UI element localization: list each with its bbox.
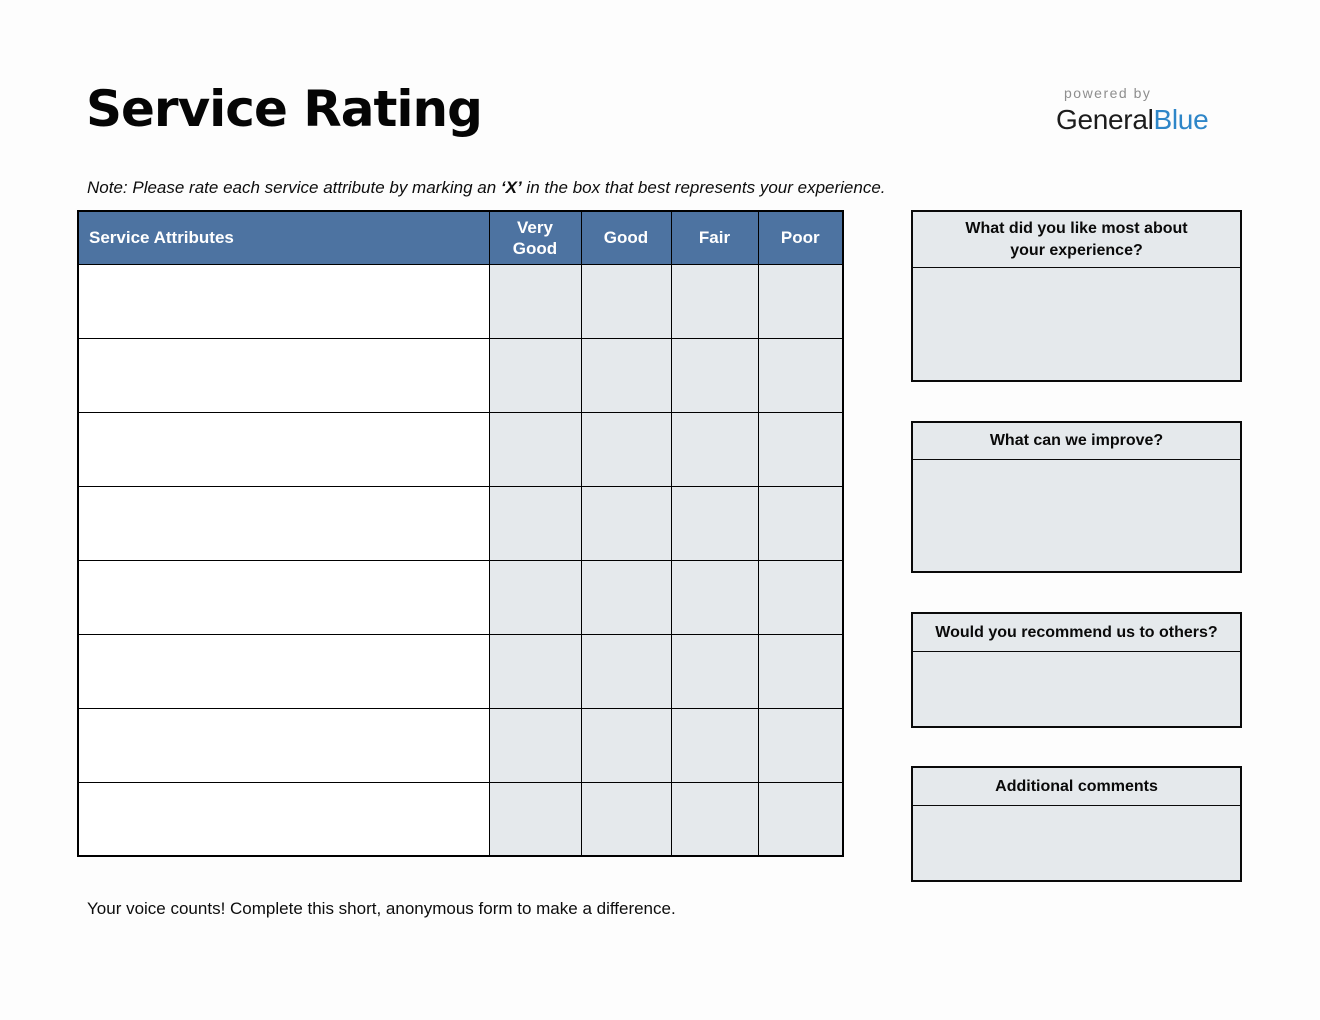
feedback-box-title: Additional comments bbox=[913, 768, 1240, 806]
feedback-box-like-most: What did you like most about your experi… bbox=[911, 210, 1242, 382]
table-row bbox=[77, 781, 844, 857]
table-row bbox=[77, 707, 844, 783]
rating-mark-cell[interactable] bbox=[757, 781, 844, 857]
brand-general-text: General bbox=[1056, 104, 1154, 135]
feedback-box-title: What can we improve? bbox=[913, 423, 1240, 460]
table-row bbox=[77, 633, 844, 709]
rating-mark-cell[interactable] bbox=[757, 633, 844, 709]
rating-mark-cell[interactable] bbox=[580, 559, 672, 635]
rating-mark-cell[interactable] bbox=[580, 633, 672, 709]
feedback-box-title: Would you recommend us to others? bbox=[913, 614, 1240, 652]
rating-mark-cell[interactable] bbox=[488, 411, 582, 487]
rating-mark-cell[interactable] bbox=[757, 485, 844, 561]
rating-mark-cell[interactable] bbox=[670, 263, 759, 339]
rating-mark-cell[interactable] bbox=[670, 781, 759, 857]
attribute-cell[interactable] bbox=[77, 263, 490, 339]
rating-mark-cell[interactable] bbox=[670, 411, 759, 487]
rating-mark-cell[interactable] bbox=[670, 707, 759, 783]
rating-mark-cell[interactable] bbox=[757, 337, 844, 413]
rating-mark-cell[interactable] bbox=[670, 559, 759, 635]
rating-mark-cell[interactable] bbox=[488, 707, 582, 783]
rating-mark-cell[interactable] bbox=[757, 559, 844, 635]
rating-mark-cell[interactable] bbox=[580, 781, 672, 857]
rating-mark-cell[interactable] bbox=[580, 337, 672, 413]
rating-mark-cell[interactable] bbox=[670, 633, 759, 709]
rating-mark-cell[interactable] bbox=[757, 707, 844, 783]
feedback-box-title: What did you like most about your experi… bbox=[913, 212, 1240, 268]
attribute-cell[interactable] bbox=[77, 633, 490, 709]
rating-mark-cell[interactable] bbox=[757, 263, 844, 339]
attribute-cell[interactable] bbox=[77, 337, 490, 413]
service-rating-table: Service Attributes Very Good Good Fair P… bbox=[77, 210, 844, 857]
attribute-cell[interactable] bbox=[77, 411, 490, 487]
rating-mark-cell[interactable] bbox=[488, 337, 582, 413]
column-header-fair: Fair bbox=[670, 210, 759, 265]
attribute-cell[interactable] bbox=[77, 707, 490, 783]
table-row bbox=[77, 559, 844, 635]
column-header-good: Good bbox=[580, 210, 672, 265]
table-row bbox=[77, 263, 844, 339]
rating-mark-cell[interactable] bbox=[757, 411, 844, 487]
instruction-note: Note: Please rate each service attribute… bbox=[87, 178, 886, 198]
column-header-poor: Poor bbox=[757, 210, 844, 265]
feedback-box-additional-comments: Additional comments bbox=[911, 766, 1242, 882]
general-blue-logo: powered by GeneralBlue bbox=[1056, 85, 1216, 136]
brand-blue-text: Blue bbox=[1153, 104, 1209, 135]
page-title: Service Rating bbox=[86, 80, 483, 138]
rating-mark-cell[interactable] bbox=[670, 485, 759, 561]
feedback-box-recommend: Would you recommend us to others? bbox=[911, 612, 1242, 728]
attribute-cell[interactable] bbox=[77, 559, 490, 635]
brand-wordmark: GeneralBlue bbox=[1056, 104, 1216, 136]
rating-mark-cell[interactable] bbox=[580, 263, 672, 339]
rating-mark-cell[interactable] bbox=[580, 707, 672, 783]
rating-mark-cell[interactable] bbox=[580, 411, 672, 487]
rating-table-body bbox=[77, 263, 844, 857]
attribute-cell[interactable] bbox=[77, 781, 490, 857]
rating-mark-cell[interactable] bbox=[488, 263, 582, 339]
rating-mark-cell[interactable] bbox=[488, 633, 582, 709]
table-row bbox=[77, 485, 844, 561]
rating-mark-cell[interactable] bbox=[488, 781, 582, 857]
note-suffix: in the box that best represents your exp… bbox=[521, 178, 886, 197]
rating-mark-cell[interactable] bbox=[580, 485, 672, 561]
rating-mark-cell[interactable] bbox=[488, 485, 582, 561]
table-header-row: Service Attributes Very Good Good Fair P… bbox=[77, 210, 844, 265]
feedback-box-improve: What can we improve? bbox=[911, 421, 1242, 573]
note-x-marker: ‘X’ bbox=[500, 178, 522, 197]
column-header-service-attributes: Service Attributes bbox=[77, 210, 490, 265]
table-row bbox=[77, 337, 844, 413]
table-row bbox=[77, 411, 844, 487]
rating-mark-cell[interactable] bbox=[488, 559, 582, 635]
powered-by-label: powered by bbox=[1064, 85, 1152, 101]
note-prefix: Note: Please rate each service attribute… bbox=[87, 178, 501, 197]
rating-mark-cell[interactable] bbox=[670, 337, 759, 413]
column-header-very-good: Very Good bbox=[488, 210, 582, 265]
attribute-cell[interactable] bbox=[77, 485, 490, 561]
footer-note: Your voice counts! Complete this short, … bbox=[87, 899, 676, 918]
